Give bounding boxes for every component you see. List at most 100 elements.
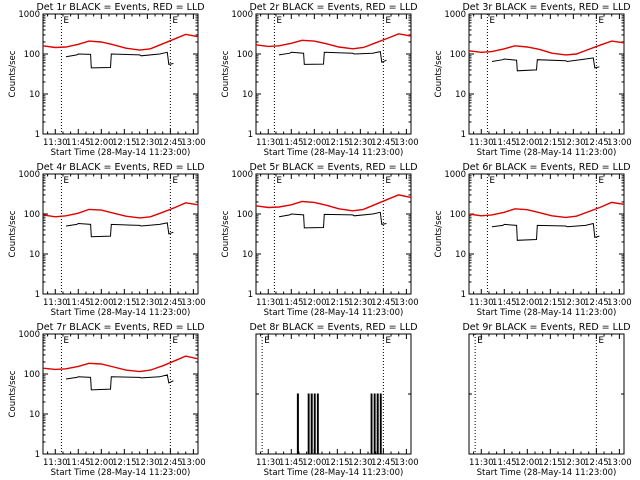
x-axis-label: Start Time (28-May-14 11:23:00) (51, 308, 191, 318)
x-tick-label: 11:30 (43, 138, 68, 148)
y-tick-label: 100 (24, 210, 40, 220)
marker-label: E (598, 16, 604, 26)
y-axis-label: Counts/sec (221, 50, 231, 97)
y-tick-label: 1000 (18, 10, 40, 20)
x-tick-label: 13:00 (181, 138, 206, 148)
panel-8: Det 8r BLACK = Events, RED = LLD E E 11:30 1… (249, 322, 418, 478)
x-tick-label: 12:30 (135, 458, 160, 468)
marker-label: E (385, 176, 391, 186)
x-tick-label: 12:15 (538, 138, 563, 148)
x-tick-label: 12:45 (158, 298, 183, 308)
x-tick-label: 11:45 (492, 298, 517, 308)
lld-series-line (255, 194, 412, 212)
x-tick-label: 13:00 (607, 298, 632, 308)
plot-frame (468, 173, 625, 295)
plot-frame (42, 13, 199, 135)
x-tick-label: 12:45 (584, 138, 609, 148)
y-tick-label: 10 (455, 90, 466, 100)
y-tick-label: 1 (461, 290, 466, 300)
x-axis-label: Start Time (28-May-14 11:23:00) (264, 308, 404, 318)
x-tick-label: 11:30 (469, 298, 494, 308)
y-tick-label: 10 (29, 410, 40, 420)
x-tick-label: 11:45 (66, 298, 91, 308)
x-tick-label: 12:15 (325, 138, 350, 148)
x-tick-label: 11:45 (492, 138, 517, 148)
events-series-line (491, 57, 600, 72)
panel-title: Det 3r BLACK = Events, RED = LLD (462, 2, 630, 13)
y-tick-label: 1 (35, 450, 40, 460)
x-tick-label: 13:00 (181, 458, 206, 468)
y-tick-label: 1 (461, 130, 466, 140)
events-series-line (256, 393, 411, 455)
x-tick-label: 11:30 (469, 138, 494, 148)
x-tick-label: 13:00 (607, 138, 632, 148)
marker-label: E (172, 336, 178, 346)
y-tick-label: 10 (242, 250, 253, 260)
x-tick-label: 12:15 (538, 298, 563, 308)
y-axis-label: Counts/sec (8, 370, 18, 417)
y-tick-label: 10 (29, 250, 40, 260)
marker-label: E (63, 16, 69, 26)
plot-frame (468, 333, 625, 455)
x-tick-label: 12:15 (325, 298, 350, 308)
y-axis-label: Counts/sec (8, 50, 18, 97)
x-tick-label: 12:00 (89, 458, 114, 468)
x-tick-label: 12:30 (561, 138, 586, 148)
x-tick-label: 11:30 (256, 458, 281, 468)
lld-series-line (42, 202, 199, 219)
x-tick-label: 12:45 (371, 458, 396, 468)
x-tick-label: 12:00 (515, 458, 540, 468)
panel-title: Det 6r BLACK = Events, RED = LLD (462, 162, 630, 173)
panel-title: Det 2r BLACK = Events, RED = LLD (249, 2, 417, 13)
events-series-line (65, 51, 174, 69)
x-tick-label: 11:30 (256, 138, 281, 148)
panel-title: Det 7r BLACK = Events, RED = LLD (36, 322, 204, 333)
x-tick-label: 12:15 (538, 458, 563, 468)
marker-label: E (385, 336, 391, 346)
x-tick-label: 12:30 (135, 298, 160, 308)
y-tick-label: 1000 (444, 10, 466, 20)
y-tick-label: 1000 (231, 170, 253, 180)
lld-series-line (255, 33, 412, 50)
x-tick-label: 12:00 (515, 138, 540, 148)
x-tick-label: 12:30 (348, 458, 373, 468)
x-tick-label: 11:30 (43, 298, 68, 308)
plot-frame (255, 333, 412, 455)
x-tick-label: 12:00 (302, 138, 327, 148)
plot-frame (255, 173, 412, 295)
plot-frame (255, 13, 412, 135)
y-tick-label: 10 (29, 90, 40, 100)
y-tick-label: 10 (455, 250, 466, 260)
y-tick-label: 1000 (444, 170, 466, 180)
y-tick-label: 100 (24, 370, 40, 380)
x-tick-label: 12:00 (302, 458, 327, 468)
marker-label: E (63, 176, 69, 186)
x-tick-label: 13:00 (181, 298, 206, 308)
x-tick-label: 11:30 (469, 458, 494, 468)
marker-label: E (264, 336, 270, 346)
x-tick-label: 13:00 (394, 138, 419, 148)
marker-label: E (172, 176, 178, 186)
y-tick-label: 10 (242, 90, 253, 100)
x-axis-label: Start Time (28-May-14 11:23:00) (51, 468, 191, 478)
panel-title: Det 8r BLACK = Events, RED = LLD (249, 322, 417, 333)
y-axis-label: Counts/sec (434, 50, 444, 97)
x-tick-label: 13:00 (394, 298, 419, 308)
events-series-line (491, 222, 600, 241)
lld-series-line (468, 201, 625, 219)
y-tick-label: 1 (35, 290, 40, 300)
y-tick-label: 1000 (231, 10, 253, 20)
y-tick-label: 100 (237, 210, 253, 220)
x-tick-label: 12:45 (584, 298, 609, 308)
y-tick-label: 1 (248, 290, 253, 300)
x-tick-label: 11:45 (66, 138, 91, 148)
x-tick-label: 11:45 (279, 138, 304, 148)
x-tick-label: 12:45 (371, 298, 396, 308)
marker-label: E (489, 176, 495, 186)
x-tick-label: 12:00 (89, 298, 114, 308)
